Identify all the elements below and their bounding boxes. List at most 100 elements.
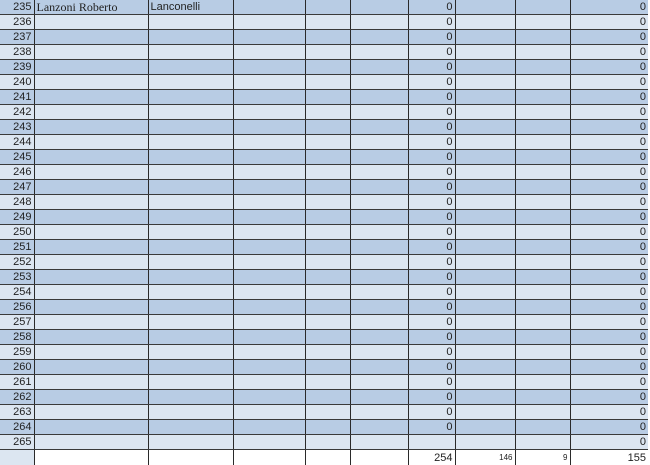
cell[interactable] bbox=[514, 44, 570, 60]
cell[interactable] bbox=[349, 269, 408, 285]
cell[interactable] bbox=[304, 179, 350, 195]
cell[interactable] bbox=[454, 224, 515, 240]
cell[interactable] bbox=[514, 404, 570, 420]
cell[interactable] bbox=[232, 179, 305, 195]
cell[interactable] bbox=[304, 149, 350, 165]
cell[interactable] bbox=[349, 44, 408, 60]
alias-cell[interactable] bbox=[147, 209, 233, 225]
cell[interactable] bbox=[454, 404, 515, 420]
cell[interactable] bbox=[454, 314, 515, 330]
cell[interactable] bbox=[304, 359, 350, 375]
row-number[interactable]: 235 bbox=[0, 0, 34, 15]
value-cell[interactable]: 0 bbox=[407, 29, 455, 45]
name-cell[interactable] bbox=[33, 254, 148, 270]
cell[interactable] bbox=[232, 269, 305, 285]
cell[interactable] bbox=[232, 239, 305, 255]
cell[interactable] bbox=[514, 209, 570, 225]
cell[interactable] bbox=[514, 314, 570, 330]
alias-cell[interactable] bbox=[147, 104, 233, 120]
name-cell[interactable] bbox=[33, 389, 148, 405]
row-number[interactable]: 252 bbox=[0, 254, 34, 270]
cell[interactable] bbox=[349, 74, 408, 90]
value-cell[interactable]: 0 bbox=[407, 404, 455, 420]
total-cell[interactable]: 0 bbox=[569, 434, 648, 450]
cell[interactable] bbox=[304, 329, 350, 345]
row-number[interactable]: 250 bbox=[0, 224, 34, 240]
name-cell[interactable] bbox=[33, 344, 148, 360]
total-cell[interactable]: 0 bbox=[569, 419, 648, 435]
total-cell[interactable]: 0 bbox=[569, 404, 648, 420]
cell[interactable] bbox=[454, 254, 515, 270]
value-cell[interactable]: 0 bbox=[407, 104, 455, 120]
cell[interactable] bbox=[232, 29, 305, 45]
cell[interactable] bbox=[514, 164, 570, 180]
cell[interactable] bbox=[349, 404, 408, 420]
alias-cell[interactable] bbox=[147, 329, 233, 345]
cell[interactable] bbox=[232, 209, 305, 225]
cell[interactable] bbox=[232, 344, 305, 360]
cell[interactable] bbox=[349, 14, 408, 30]
cell[interactable] bbox=[349, 179, 408, 195]
total-cell[interactable]: 0 bbox=[569, 59, 648, 75]
value-cell[interactable]: 0 bbox=[407, 269, 455, 285]
value-cell[interactable]: 0 bbox=[407, 284, 455, 300]
row-number[interactable]: 265 bbox=[0, 434, 34, 450]
cell[interactable] bbox=[514, 134, 570, 150]
name-cell[interactable] bbox=[33, 434, 148, 450]
cell[interactable] bbox=[304, 344, 350, 360]
cell[interactable] bbox=[349, 209, 408, 225]
row-number[interactable]: 258 bbox=[0, 329, 34, 345]
cell[interactable] bbox=[349, 119, 408, 135]
total-cell[interactable]: 0 bbox=[569, 344, 648, 360]
cell[interactable] bbox=[454, 44, 515, 60]
cell[interactable] bbox=[454, 164, 515, 180]
alias-cell[interactable] bbox=[147, 254, 233, 270]
name-cell[interactable] bbox=[33, 269, 148, 285]
cell[interactable] bbox=[232, 89, 305, 105]
cell[interactable] bbox=[232, 359, 305, 375]
cell[interactable] bbox=[349, 149, 408, 165]
total-cell[interactable]: 0 bbox=[569, 134, 648, 150]
cell[interactable] bbox=[349, 0, 408, 15]
value-cell[interactable]: 0 bbox=[407, 14, 455, 30]
cell[interactable] bbox=[304, 29, 350, 45]
row-number[interactable]: 251 bbox=[0, 239, 34, 255]
total-cell[interactable]: 0 bbox=[569, 314, 648, 330]
cell[interactable] bbox=[514, 284, 570, 300]
cell[interactable] bbox=[349, 434, 408, 450]
name-cell[interactable] bbox=[33, 209, 148, 225]
value-cell[interactable]: 0 bbox=[407, 89, 455, 105]
cell[interactable] bbox=[304, 194, 350, 210]
total-cell[interactable]: 0 bbox=[569, 284, 648, 300]
value-cell[interactable]: 0 bbox=[407, 299, 455, 315]
total-cell[interactable]: 0 bbox=[569, 14, 648, 30]
cell[interactable] bbox=[514, 299, 570, 315]
name-cell[interactable]: Lanzoni Roberto bbox=[33, 0, 148, 15]
cell[interactable] bbox=[454, 239, 515, 255]
row-number[interactable]: 263 bbox=[0, 404, 34, 420]
cell[interactable] bbox=[514, 119, 570, 135]
name-cell[interactable] bbox=[33, 179, 148, 195]
cell[interactable] bbox=[454, 209, 515, 225]
cell[interactable] bbox=[349, 389, 408, 405]
row-number[interactable]: 236 bbox=[0, 14, 34, 30]
row-number[interactable]: 248 bbox=[0, 194, 34, 210]
cell[interactable] bbox=[349, 224, 408, 240]
name-cell[interactable] bbox=[33, 149, 148, 165]
name-cell[interactable] bbox=[33, 119, 148, 135]
total-cell[interactable]: 0 bbox=[569, 29, 648, 45]
cell[interactable] bbox=[514, 269, 570, 285]
cell[interactable] bbox=[454, 359, 515, 375]
row-number[interactable]: 261 bbox=[0, 374, 34, 390]
cell[interactable] bbox=[304, 164, 350, 180]
cell[interactable] bbox=[454, 344, 515, 360]
cell[interactable] bbox=[514, 59, 570, 75]
cell[interactable] bbox=[232, 254, 305, 270]
cell[interactable] bbox=[514, 344, 570, 360]
cell[interactable] bbox=[454, 0, 515, 15]
value-cell[interactable]: 0 bbox=[407, 329, 455, 345]
cell[interactable] bbox=[304, 404, 350, 420]
name-cell[interactable] bbox=[33, 89, 148, 105]
cell[interactable] bbox=[514, 224, 570, 240]
total-cell[interactable]: 0 bbox=[569, 329, 648, 345]
